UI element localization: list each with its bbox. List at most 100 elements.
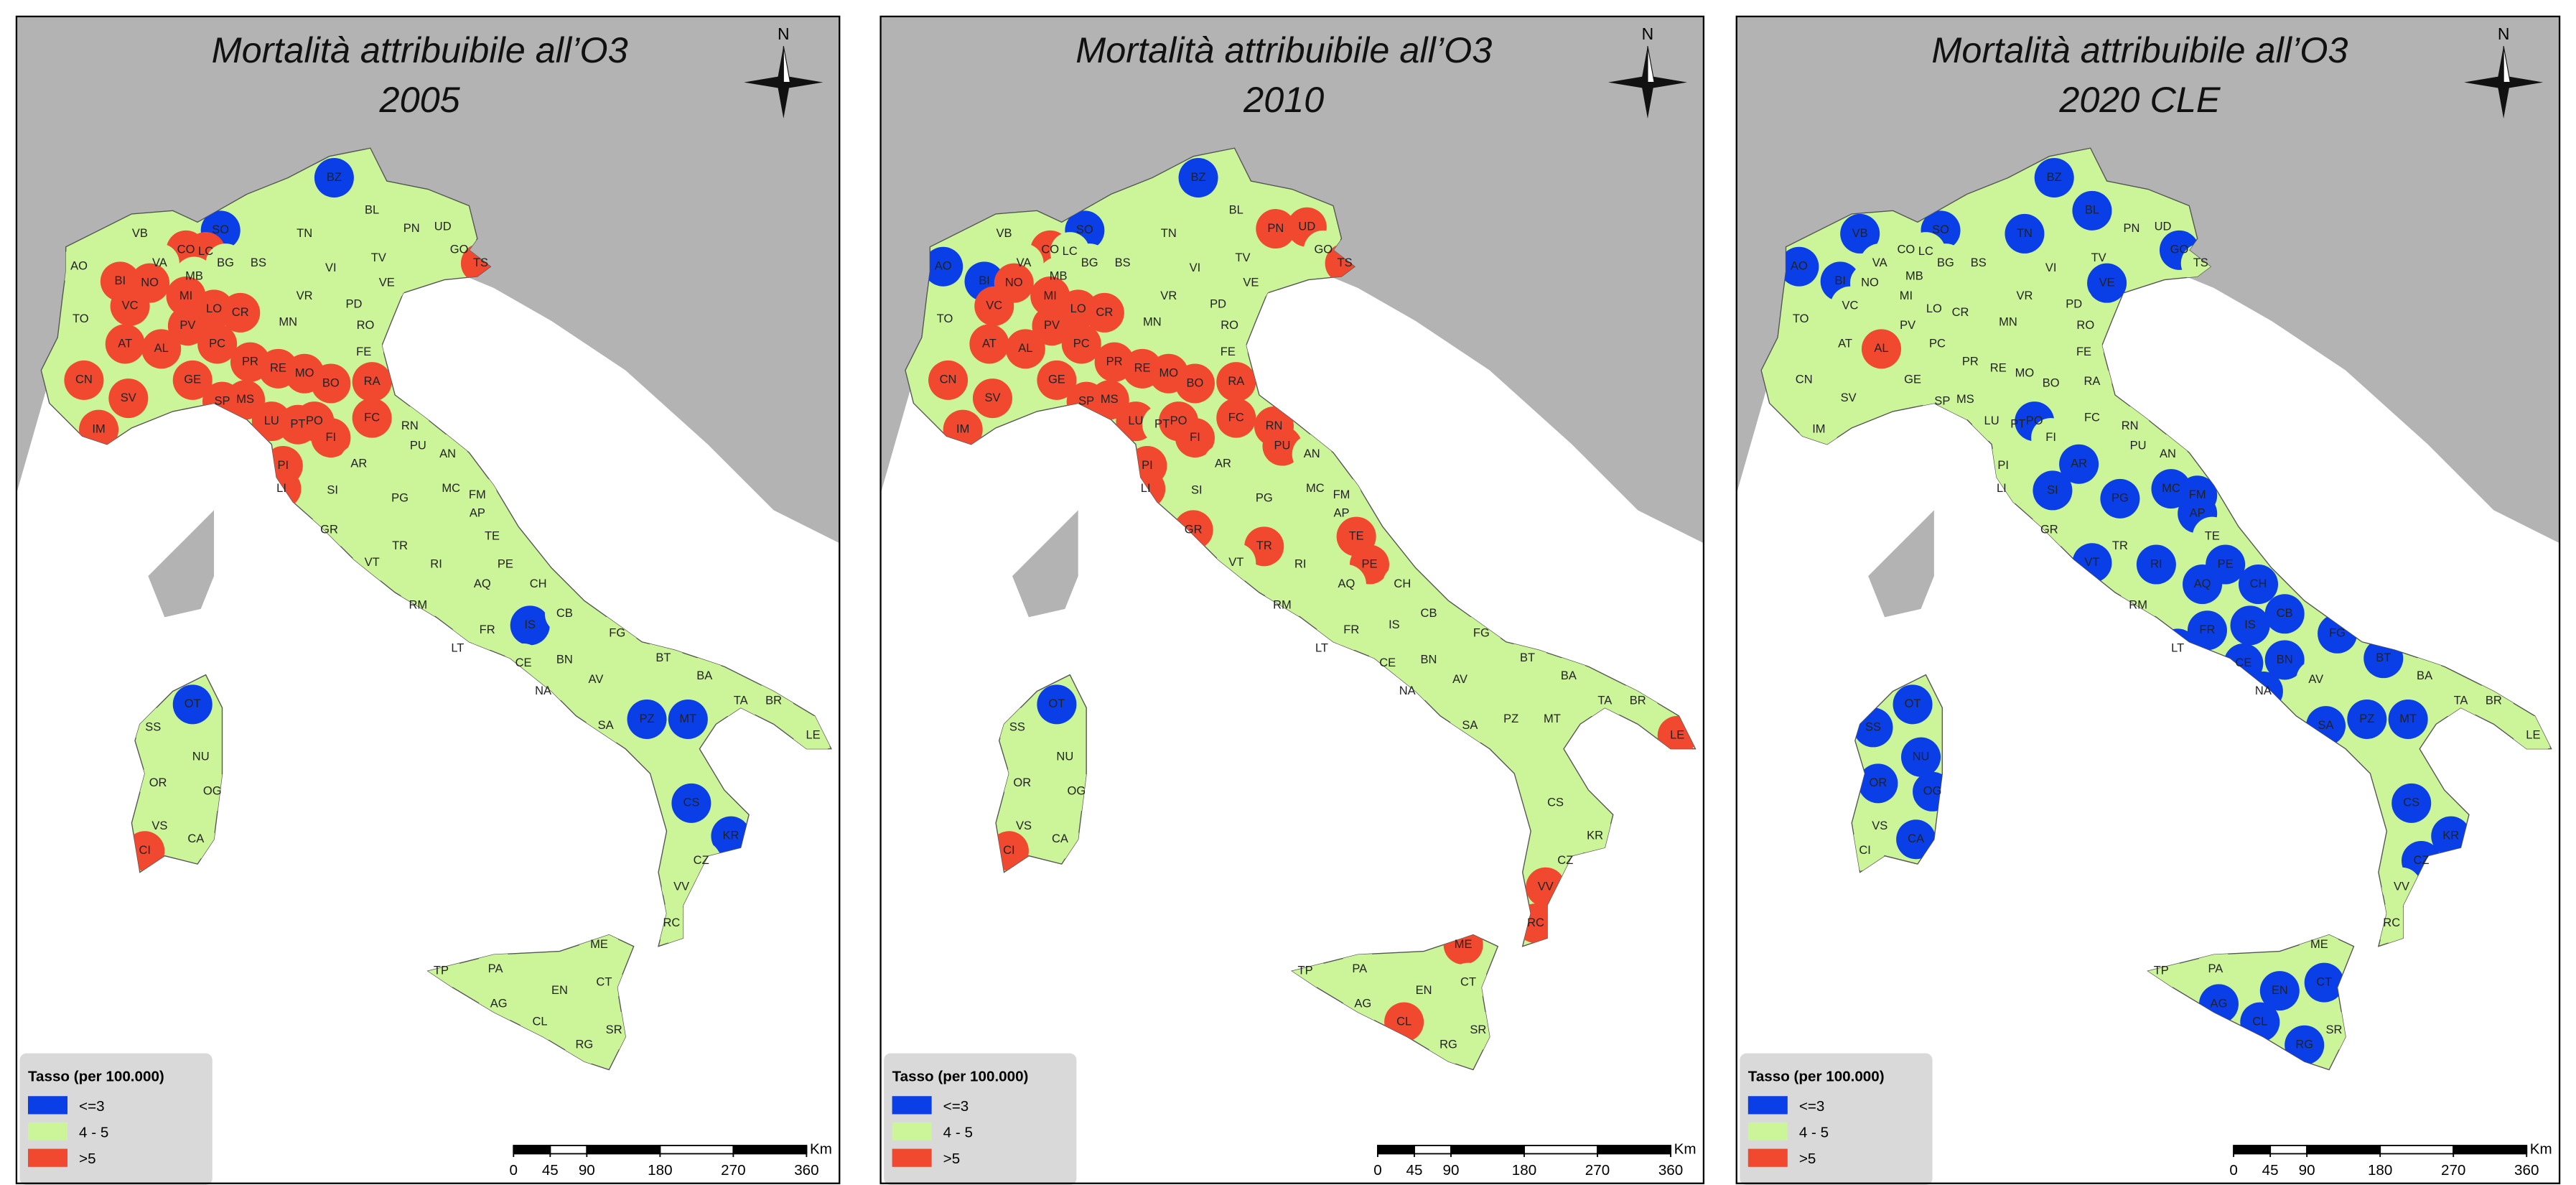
province-label: MI: [1900, 289, 1913, 302]
province-label: CB: [2277, 607, 2293, 620]
province-label: RG: [2295, 1038, 2313, 1051]
province-area: [1887, 306, 1928, 346]
province-label: RG: [1439, 1038, 1457, 1051]
province-area: [167, 306, 207, 346]
province-area: [1825, 324, 1865, 364]
province-label: TP: [1298, 964, 1313, 977]
province-label: RC: [1527, 916, 1544, 929]
legend-label: >5: [943, 1151, 961, 1167]
province-label: UD: [2155, 220, 2172, 233]
province-label: CE: [515, 656, 532, 669]
province-label: FE: [2076, 345, 2091, 358]
province-label: LT: [2171, 641, 2184, 654]
province-label: OR: [1013, 776, 1031, 789]
province-area: [176, 819, 216, 860]
province-area: [1959, 243, 1999, 284]
province-label: SS: [1009, 720, 1025, 733]
province-label: SV: [1841, 391, 1857, 404]
province-area: [1216, 190, 1256, 231]
province-area: [59, 246, 99, 287]
province-label: BZ: [327, 171, 342, 184]
scale-label: 180: [2368, 1162, 2392, 1179]
province-label: IM: [956, 422, 969, 435]
province-area: [312, 470, 353, 511]
province-area: [2264, 594, 2305, 634]
scale-unit: Km: [1674, 1140, 1697, 1157]
province-area: [2136, 544, 2176, 585]
province-label: VV: [2394, 880, 2409, 893]
province-label: TS: [473, 256, 488, 269]
province-label: IS: [1389, 618, 1400, 631]
province-label: NU: [1056, 750, 1073, 763]
province-label: PO: [1170, 414, 1187, 427]
province-label: AQ: [2194, 577, 2211, 590]
province-label: AG: [1354, 997, 1371, 1010]
province-area: [197, 324, 238, 364]
province-label: CN: [75, 373, 93, 386]
province-label: CS: [2403, 796, 2419, 809]
province-label: CE: [2235, 656, 2251, 669]
province-label: PA: [1352, 962, 1367, 975]
scale-segment: [2453, 1145, 2528, 1155]
province-area: [2147, 434, 2188, 474]
province-area: [564, 1025, 605, 1065]
north-label: N: [778, 24, 790, 43]
province-label: PO: [306, 414, 323, 427]
province-area: [1575, 816, 1615, 856]
province-label: RE: [1134, 362, 1151, 375]
province-area: [2441, 681, 2481, 721]
neighbour-land: [16, 16, 840, 544]
scale-segment: [1523, 1145, 1598, 1155]
province-area: [2388, 699, 2428, 739]
province-area: [1382, 564, 1422, 605]
province-label: RN: [2122, 419, 2139, 432]
province-label: FR: [480, 623, 495, 636]
province-label: SV: [984, 391, 1000, 404]
province-label: LE: [2526, 729, 2540, 742]
province-label: VE: [1243, 276, 1259, 289]
province-label: VE: [379, 276, 395, 289]
province-label: AO: [70, 260, 88, 273]
province-label: VT: [2084, 556, 2099, 569]
province-area: [2404, 656, 2445, 697]
province-label: PI: [278, 459, 289, 472]
province-label: VT: [1228, 556, 1243, 569]
legend-swatch: [27, 1122, 67, 1141]
province-label: MS: [236, 393, 254, 406]
province-label: RN: [401, 419, 419, 432]
province-area: [1037, 684, 1077, 725]
province-label: CE: [1379, 656, 1396, 669]
scale-label: 45: [1406, 1162, 1422, 1179]
province-label: TR: [1256, 539, 1272, 552]
scale-label: 45: [542, 1162, 559, 1179]
province-label: GE: [1904, 373, 1921, 386]
province-label: PA: [2208, 962, 2223, 975]
province-label: CL: [1396, 1015, 1411, 1028]
province-label: MC: [442, 482, 460, 495]
province-label: GR: [320, 523, 338, 536]
province-area: [120, 213, 160, 254]
province-label: CZ: [2413, 854, 2429, 867]
province-label: CZ: [1557, 854, 1573, 867]
province-label: TR: [2112, 539, 2128, 552]
scale-label: 270: [1585, 1162, 1610, 1179]
province-area: [2259, 971, 2300, 1011]
province-label: AV: [1452, 673, 1467, 686]
legend-box: [884, 1053, 1077, 1185]
province-label: SO: [1076, 223, 1093, 236]
province-area: [1089, 380, 1129, 420]
province-label: CA: [1052, 832, 1068, 845]
province-label: VB: [997, 227, 1012, 240]
province-area: [380, 478, 420, 519]
province-label: OR: [149, 776, 167, 789]
province-area: [141, 329, 182, 369]
map-subtitle: 2005: [379, 79, 461, 120]
province-label: BA: [696, 669, 712, 682]
map-subtitle: 2010: [1243, 79, 1324, 120]
province-area: [1292, 434, 1332, 474]
province-area: [721, 681, 761, 721]
province-area: [1440, 659, 1480, 700]
province-area: [2031, 248, 2071, 289]
province-label: SA: [2318, 719, 2334, 732]
